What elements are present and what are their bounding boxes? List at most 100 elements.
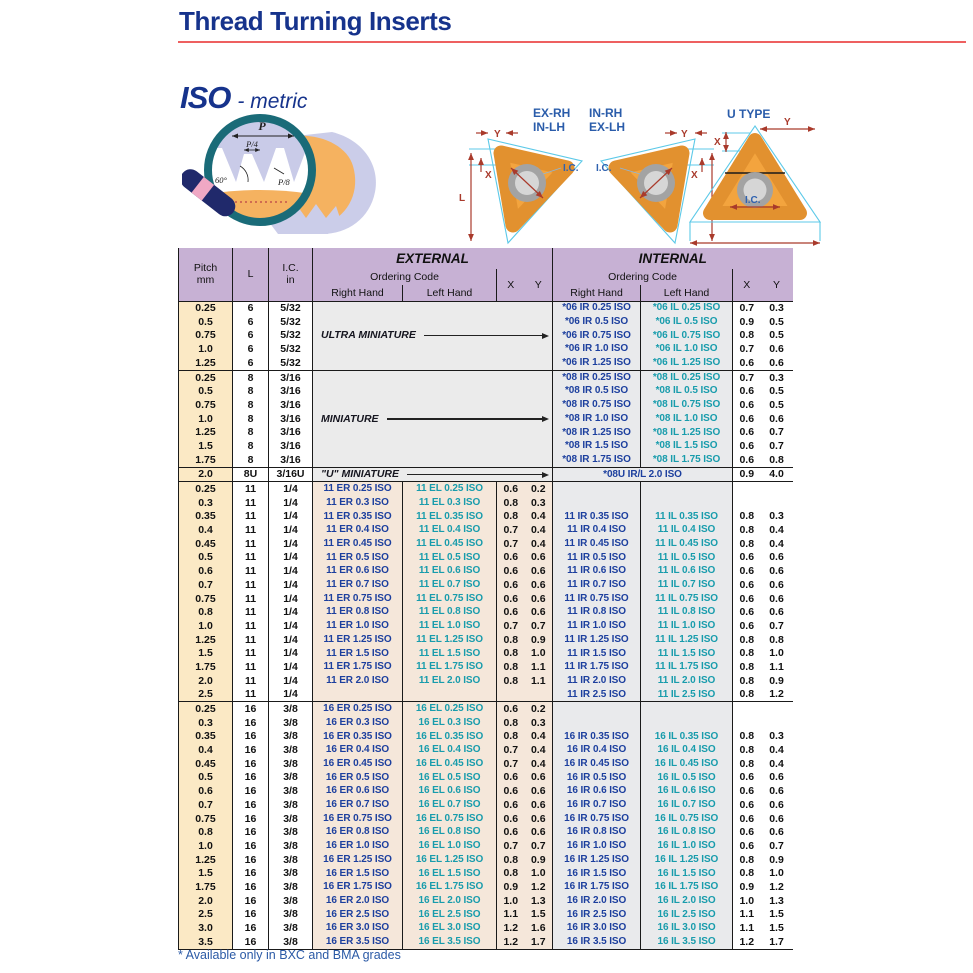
- external-x-value: 0.8: [496, 853, 525, 867]
- internal-y-value: 1.5: [769, 922, 784, 935]
- internal-lh-code: [640, 481, 733, 497]
- l-cell: 11: [232, 537, 269, 551]
- ic-cell: 1/4: [268, 537, 313, 551]
- internal-lh-code: 11 IL 1.75 ISO: [640, 660, 733, 675]
- internal-y-value: 0.6: [769, 826, 784, 839]
- table-row: 1.25 11 1/4 11 ER 1.25 ISO 11 EL 1.25 ISO 0.8…: [178, 633, 793, 647]
- ic-cell: 5/32: [268, 300, 313, 316]
- l-cell: 8: [232, 439, 269, 454]
- table-row: 1.0 16 3/8 16 ER 1.0 ISO 16 EL 1.0 ISO 0.7 0.7…: [178, 839, 793, 853]
- pitch-cell: 1.75: [178, 660, 233, 675]
- arrow-line: [407, 473, 543, 476]
- external-x-value: [496, 687, 525, 702]
- pitch-cell: 0.35: [178, 729, 233, 744]
- external-lh-code: 11 EL 2.0 ISO: [402, 674, 497, 688]
- ic-cell: 3/8: [268, 825, 313, 840]
- internal-y-value: [761, 496, 793, 510]
- external-lh-code: 16 EL 2.0 ISO: [402, 894, 497, 908]
- l-cell: 16: [232, 757, 269, 771]
- l-cell: 11: [232, 523, 269, 538]
- x-dim-label: X: [485, 170, 492, 181]
- angle-label: 60°: [215, 175, 228, 185]
- internal-lh-code: 16 IL 0.6 ISO: [640, 784, 733, 799]
- external-lh-code: 16 EL 0.3 ISO: [402, 716, 497, 730]
- ic-cell: 3/16: [268, 398, 313, 412]
- external-rh-code: 11 ER 0.8 ISO: [312, 605, 403, 620]
- ic-cell: 5/32: [268, 328, 313, 343]
- internal-rh-code: *08 IR 1.75 ISO: [552, 453, 641, 468]
- pitch-cell: 0.5: [178, 770, 233, 785]
- l-cell: 11: [232, 550, 269, 565]
- external-rh-code: 16 ER 0.6 ISO: [312, 784, 403, 799]
- l-cell: 16: [232, 825, 269, 840]
- internal-rh-code: [552, 716, 641, 730]
- table-row: 0.7 11 1/4 11 ER 0.7 ISO 11 EL 0.7 ISO 0.6 0.6…: [178, 578, 793, 592]
- external-y-value: 1.1: [524, 674, 553, 688]
- header-y-external: Y: [524, 269, 553, 301]
- internal-y-value: 1.0: [769, 647, 784, 660]
- table-row: 3.5 16 3/8 16 ER 3.5 ISO 16 EL 3.5 ISO 1.2 1.7…: [178, 935, 793, 950]
- table-row: 0.45 16 3/8 16 ER 0.45 ISO 16 EL 0.45 ISO 0.7…: [178, 757, 793, 771]
- external-x-value: 0.8: [496, 866, 525, 881]
- insert-diagram-2: I.C. L Y X: [596, 129, 724, 245]
- pitch-cell: 0.5: [178, 384, 233, 399]
- external-x-value: 0.8: [496, 496, 525, 510]
- internal-merged-code: *08U IR/L 2.0 ISO: [552, 466, 733, 482]
- table-row: 2.5 16 3/8 16 ER 2.5 ISO 16 EL 2.5 ISO 1.1 1.5…: [178, 907, 793, 922]
- internal-rh-code: 16 IR 0.7 ISO: [552, 798, 641, 812]
- thread-teeth: [266, 204, 340, 234]
- ic-dim-label: I.C.: [563, 163, 579, 174]
- external-rh-code: 11 ER 0.35 ISO: [312, 509, 403, 524]
- table-row: 0.25 11 1/4 11 ER 0.25 ISO 11 EL 0.25 ISO 0.6…: [178, 481, 793, 497]
- internal-x-value: 0.6: [732, 591, 761, 606]
- table-row: 1.75 16 3/8 16 ER 1.75 ISO 16 EL 1.75 ISO 0.9…: [178, 880, 793, 895]
- external-rh-code: 11 ER 2.0 ISO: [312, 674, 403, 688]
- internal-rh-code: *06 IR 0.75 ISO: [552, 328, 641, 343]
- external-x-value: 1.0: [496, 894, 525, 908]
- external-rh-code: 16 ER 0.4 ISO: [312, 743, 403, 758]
- internal-lh-code: *06 IL 1.0 ISO: [640, 342, 733, 357]
- internal-lh-code: *08 IL 1.0 ISO: [640, 412, 733, 426]
- pitch-cell: 0.3: [178, 716, 233, 730]
- internal-x-value: 0.8: [732, 687, 761, 702]
- external-y-value: [524, 687, 553, 702]
- internal-y-value: 0.6: [769, 812, 784, 825]
- header-ordering-code-internal: Ordering Code: [552, 269, 733, 285]
- external-x-value: 0.7: [496, 757, 525, 771]
- external-x-value: 0.8: [496, 729, 525, 744]
- external-y-value: 1.3: [524, 894, 553, 908]
- external-lh-code: 16 EL 3.0 ISO: [402, 921, 497, 936]
- ic-cell: 3/16: [268, 425, 313, 440]
- pitch-cell: 0.35: [178, 509, 233, 524]
- external-y-value: 0.6: [524, 825, 553, 840]
- internal-y-value: 0.3: [760, 300, 793, 316]
- pitch-cell: 1.0: [178, 839, 233, 853]
- external-lh-code: 11 EL 1.75 ISO: [402, 660, 497, 675]
- external-y-value: 0.6: [524, 811, 553, 826]
- table-row: 0.5 6 5/32 *06 IR 0.5 ISO *06 IL 0.5 ISO 0.9 0…: [178, 315, 793, 329]
- internal-y-value: 0.6: [769, 565, 784, 578]
- external-lh-code: 11 EL 0.45 ISO: [402, 537, 497, 551]
- l-cell: 8: [232, 412, 269, 426]
- internal-lh-code: [640, 496, 733, 510]
- internal-y-value: 0.5: [769, 315, 784, 328]
- internal-y-value: 0.8: [769, 633, 784, 646]
- internal-lh-code: 16 IL 0.4 ISO: [640, 743, 733, 758]
- external-rh-code: 16 ER 1.75 ISO: [312, 880, 403, 895]
- external-y-value: 1.7: [524, 935, 553, 950]
- internal-y-value: 0.6: [769, 798, 784, 811]
- external-rh-code: 11 ER 1.5 ISO: [312, 646, 403, 661]
- ic-cell: 3/8: [268, 770, 313, 785]
- external-x-value: 0.6: [496, 578, 525, 592]
- external-rh-code: 16 ER 1.5 ISO: [312, 866, 403, 881]
- internal-x-value: 0.6: [732, 425, 761, 440]
- internal-rh-code: 11 IR 1.5 ISO: [552, 646, 641, 661]
- external-lh-code: 11 EL 0.75 ISO: [402, 591, 497, 606]
- external-x-value: 0.8: [496, 633, 525, 647]
- l-cell: 8: [232, 369, 269, 385]
- external-rh-code: 11 ER 1.75 ISO: [312, 660, 403, 675]
- pitch-cell: 0.25: [178, 369, 233, 385]
- external-rh-code: 11 ER 1.0 ISO: [312, 619, 403, 633]
- ic-cell: 1/4: [268, 523, 313, 538]
- internal-lh-code: 16 IL 0.35 ISO: [640, 729, 733, 744]
